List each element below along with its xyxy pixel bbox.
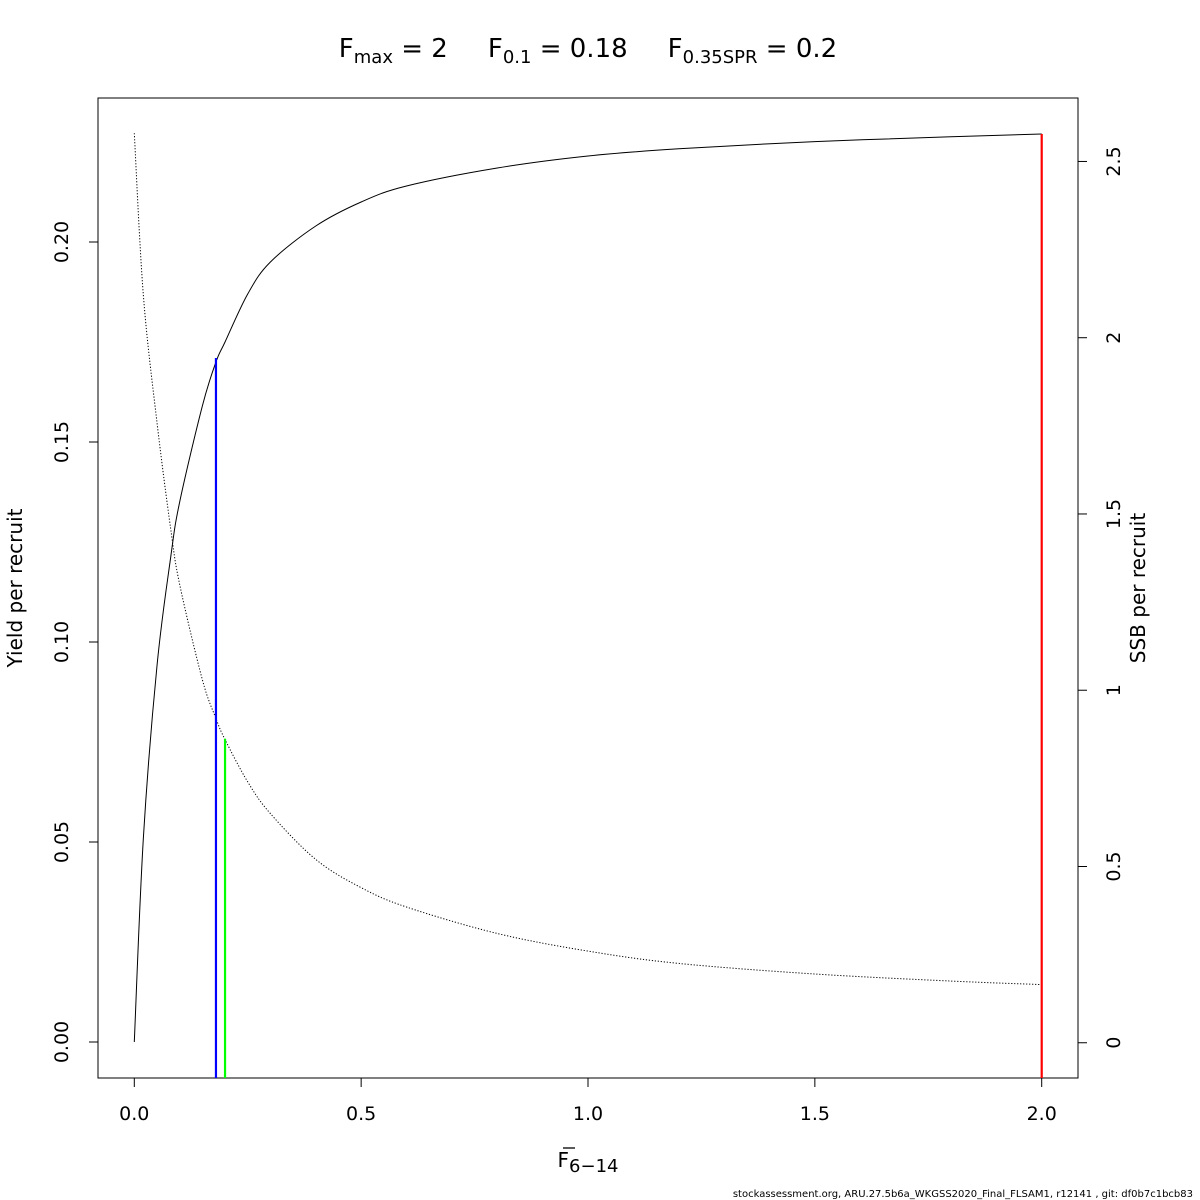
x-axis-title: F6−14 <box>558 1148 619 1177</box>
x-axis: 0.0 0.5 1.0 1.5 2.0 <box>119 1077 1057 1125</box>
y-axis-right-title: SSB per recruit <box>1126 513 1150 664</box>
ssb-per-recruit-line <box>133 133 1042 986</box>
x-tick-label: 2.0 <box>1027 1103 1057 1125</box>
series-layer <box>133 133 1042 1043</box>
yield-per-recruit-line <box>133 133 1042 1043</box>
y-right-tick-label: 0.5 <box>1103 851 1125 881</box>
reference-lines <box>214 134 1043 1078</box>
y-right-tick-label: 2 <box>1103 332 1125 344</box>
y-left-tick-label: 0.00 <box>51 1021 73 1063</box>
y-left-tick-label: 0.10 <box>51 621 73 663</box>
y-axis-left: 0.00 0.05 0.10 0.15 0.20 <box>51 221 99 1063</box>
y-right-tick-label: 0 <box>1103 1037 1125 1049</box>
plot-frame <box>97 97 1079 1079</box>
y-right-tick-label: 1 <box>1103 684 1125 696</box>
y-left-tick-label: 0.15 <box>51 421 73 463</box>
y-right-tick-label: 2.5 <box>1103 146 1125 176</box>
x-tick-label: 0.5 <box>346 1103 376 1125</box>
x-tick-label: 1.5 <box>800 1103 830 1125</box>
footer-credit: stockassessment.org, ARU.27.5b6a_WKGSS20… <box>733 1189 1193 1200</box>
y-axis-left-title: Yield per recruit <box>3 508 27 668</box>
x-tick-label: 1.0 <box>573 1103 603 1125</box>
x-tick-label: 0.0 <box>119 1103 149 1125</box>
y-axis-right: 0 0.5 1 1.5 2 2.5 <box>1077 146 1125 1049</box>
y-left-tick-label: 0.20 <box>51 221 73 263</box>
y-left-tick-label: 0.05 <box>51 821 73 863</box>
chart-title: Fmax = 2 F0.1 = 0.18 F0.35SPR = 0.2 <box>339 34 837 68</box>
y-right-tick-label: 1.5 <box>1103 499 1125 529</box>
